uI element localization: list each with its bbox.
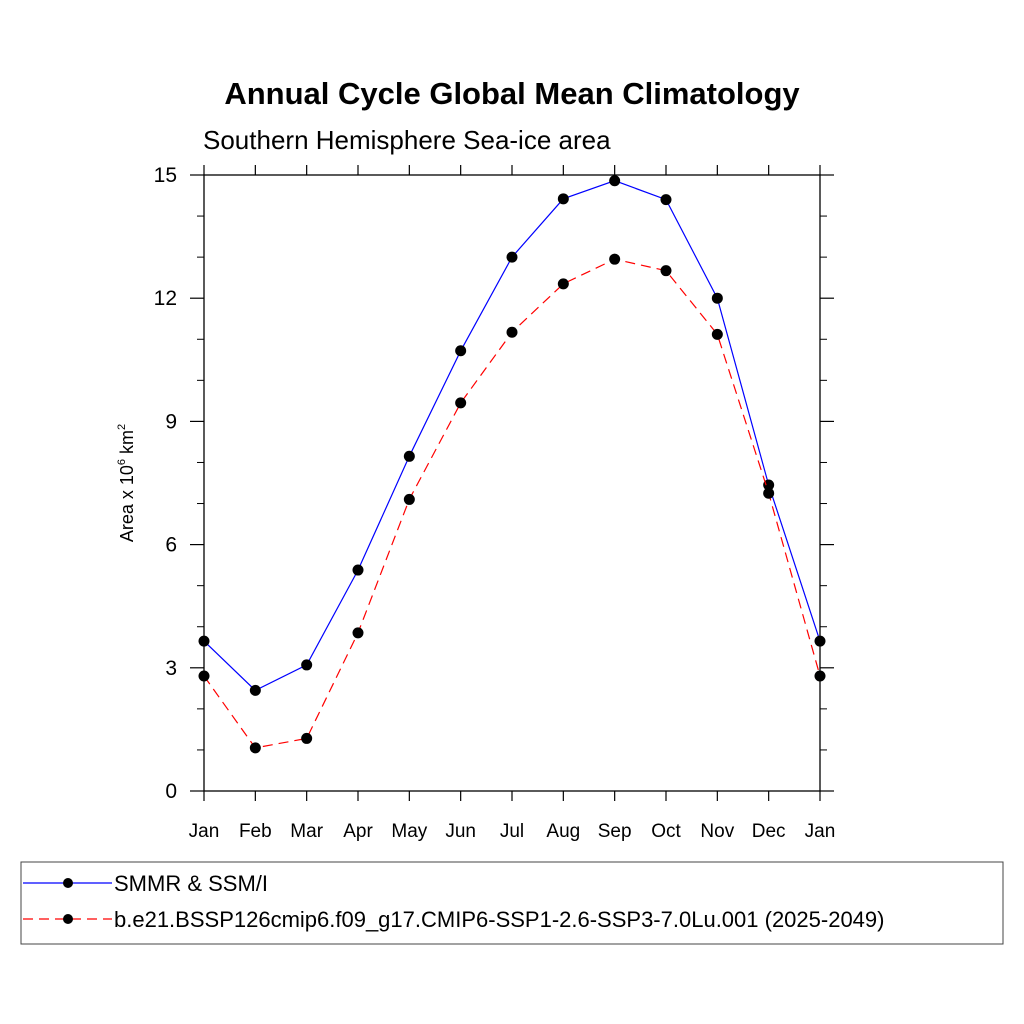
legend-box [20,861,1004,945]
y-axis-label: Area x 106 km2 [116,424,137,542]
series-0-point [301,659,313,671]
x-tick-label: Jul [500,821,524,842]
x-tick-label: Nov [700,821,734,842]
series-0-point [249,684,261,696]
series-0-point [711,292,723,304]
series-1-point [711,328,723,340]
series-1-point [455,397,467,409]
legend-label-model: b.e21.BSSP126cmip6.f09_g17.CMIP6-SSP1-2.… [114,907,884,932]
plot-frame [203,174,821,792]
y-tick-label: 0 [165,780,177,803]
series-1-point [763,487,775,499]
legend: SMMR & SSM/I b.e21.BSSP126cmip6.f09_g17.… [20,861,1004,945]
x-tick-label: Jan [189,821,220,842]
y-tick-label: 9 [165,410,177,433]
x-tick-label: Apr [343,821,373,842]
series-0-point [352,564,364,576]
x-tick-label: Jan [805,821,836,842]
chart-subtitle: Southern Hemisphere Sea-ice area [203,125,611,155]
series-1-point [557,278,569,290]
y-tick-label: 15 [154,164,177,187]
series-0-point [506,251,518,263]
x-tick-label: Jun [445,821,476,842]
series-0-point [557,193,569,205]
x-tick-label: Sep [598,821,632,842]
series-0-point [609,175,621,187]
series-1-point [301,732,313,744]
y-tick-label: 3 [165,657,177,680]
x-tick-label: Oct [651,821,681,842]
series-group [198,175,826,754]
series-0-point [455,345,467,357]
x-tick-label: Feb [239,821,272,842]
series-1-point [609,253,621,265]
legend-label-smmr: SMMR & SSM/I [114,871,268,896]
chart-title: Annual Cycle Global Mean Climatology [224,76,800,111]
series-0-point [763,479,775,491]
legend-marker-smmr [63,878,73,888]
series-1-point [403,493,415,505]
series-1-point [506,326,518,338]
x-tick-label: May [391,821,427,842]
series-1-point [352,627,364,639]
series-0-point [403,450,415,462]
x-tick-label: Mar [290,821,323,842]
y-tick-label: 6 [165,534,177,557]
series-0-point [660,194,672,206]
y-tick-label: 12 [154,287,177,310]
axis-ticks: Jan Feb Mar Apr May Jun Jul Aug Sep Oct Nov Dec Jan 0… [154,164,836,842]
x-tick-label: Dec [752,821,786,842]
series-1-point [249,742,261,754]
legend-marker-model [63,914,73,924]
series-1-point [660,265,672,277]
x-tick-label: Aug [546,821,580,842]
